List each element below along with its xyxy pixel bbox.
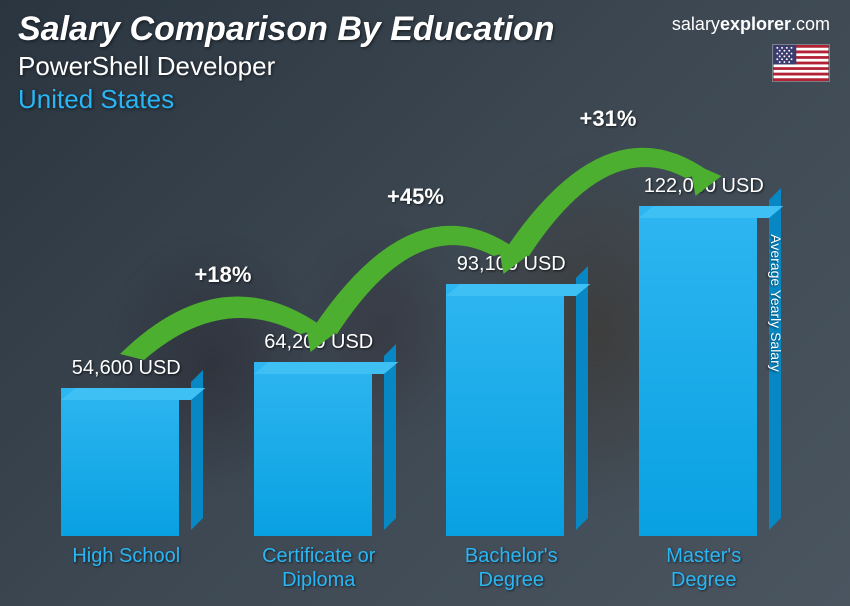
bar-label: Bachelor'sDegree: [465, 544, 558, 594]
bar-label: Certificate orDiploma: [262, 544, 375, 594]
chart-country: United States: [18, 84, 832, 115]
us-flag-icon: [772, 44, 830, 82]
y-axis-label: Average Yearly Salary: [767, 234, 783, 372]
brand-logo: salaryexplorer.com: [672, 14, 830, 35]
increase-label: +45%: [387, 184, 444, 210]
increase-label: +18%: [195, 262, 252, 288]
brand-bold: explorer: [720, 14, 791, 34]
chart-subtitle: PowerShell Developer: [18, 51, 832, 82]
bar-label: Master'sDegree: [666, 544, 741, 594]
bar-label: High School: [72, 544, 180, 594]
brand-light: salary: [672, 14, 720, 34]
brand-suffix: .com: [791, 14, 830, 34]
